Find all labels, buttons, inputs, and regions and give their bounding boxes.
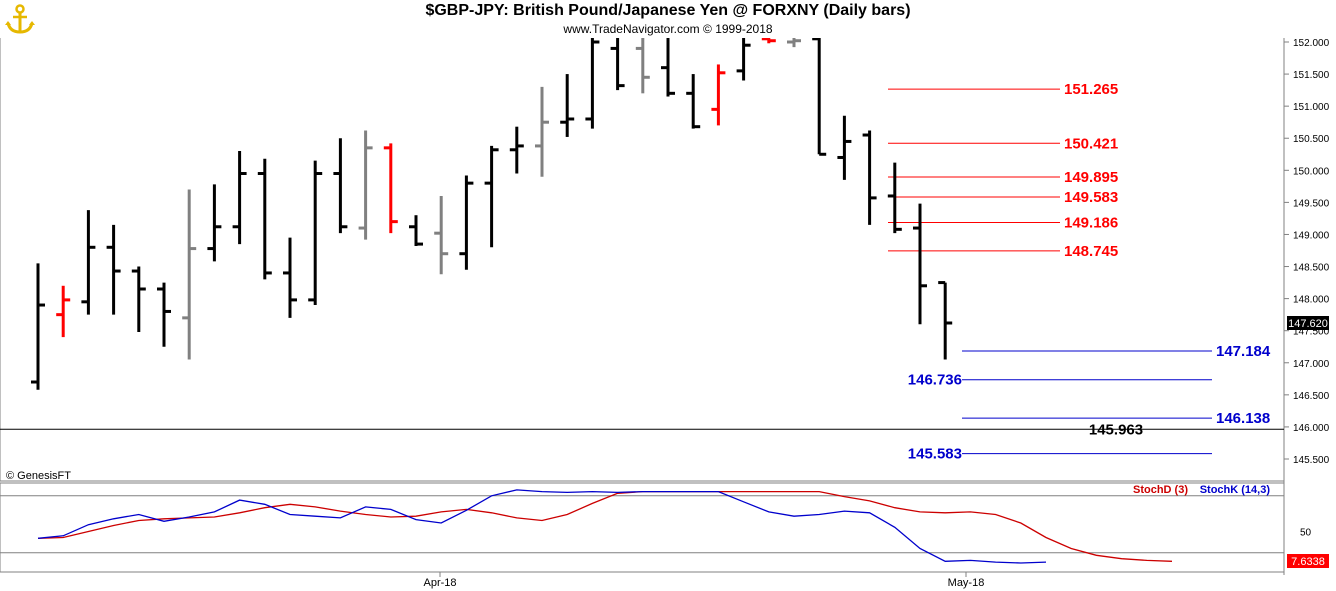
price-tick-label: 149.500 <box>1293 198 1330 209</box>
price-bars <box>31 37 953 390</box>
price-tick-label: 147.000 <box>1293 359 1330 370</box>
level-lines: 151.265 150.421 149.895 149.583 149.186 148.7… <box>0 81 1284 463</box>
date-label: May-18 <box>948 577 985 589</box>
chart-title: $GBP-JPY: British Pound/Japanese Yen @ F… <box>425 2 911 19</box>
chart-header: $GBP-JPY: British Pound/Japanese Yen @ F… <box>0 0 1336 38</box>
level-label: 146.138 <box>1216 410 1270 427</box>
last-price-label: 147.620 <box>1288 318 1328 330</box>
price-tick-label: 145.500 <box>1293 455 1330 466</box>
level-label: 148.745 <box>1064 243 1118 260</box>
level-label: 149.583 <box>1064 189 1118 206</box>
stoch-series-line <box>37 489 1047 564</box>
price-tick-label: 150.000 <box>1293 166 1330 177</box>
level-label: 150.421 <box>1064 135 1118 152</box>
price-tick-label: 151.500 <box>1293 70 1330 81</box>
stoch-panel-frame <box>0 482 1285 573</box>
price-tick-label: 150.500 <box>1293 134 1330 145</box>
last-price-tag <box>1287 316 1329 330</box>
stoch-tick-label: 50 <box>1300 528 1312 539</box>
level-label: 147.184 <box>1216 343 1271 360</box>
level-label: 146.736 <box>908 372 962 389</box>
copyright-label: © GenesisFT <box>6 470 71 482</box>
date-label: Apr-18 <box>423 577 456 589</box>
level-label: 151.265 <box>1064 81 1118 98</box>
price-tick-label: 149.000 <box>1293 230 1330 241</box>
stochastic-panel: 50 <box>0 489 1312 564</box>
price-axis: 152.000 151.500 151.000 150.500 150.000 149.5… <box>1284 38 1330 466</box>
stoch-series-line <box>37 490 1173 562</box>
price-tick-label: 148.500 <box>1293 263 1330 274</box>
legend-stochd: StochD (3) <box>1133 484 1188 496</box>
price-tick-label: 148.000 <box>1293 295 1330 306</box>
price-tick-label: 151.000 <box>1293 102 1330 113</box>
last-stoch-tag <box>1287 554 1329 568</box>
level-label: 145.583 <box>908 446 962 463</box>
price-tick-label: 152.000 <box>1293 38 1330 49</box>
price-tick-label: 146.000 <box>1293 423 1330 434</box>
level-label: 149.895 <box>1064 169 1118 186</box>
price-tick-label: 146.500 <box>1293 391 1330 402</box>
level-label: 145.963 <box>1089 421 1143 438</box>
anchor-icon <box>5 4 35 34</box>
last-stoch-label: 7.6338 <box>1291 556 1325 568</box>
legend-stochk: StochK (14,3) <box>1200 484 1271 496</box>
date-axis: Apr-18 May-18 <box>423 572 984 589</box>
price-tick-label: 147.500 <box>1293 327 1330 338</box>
level-label: 149.186 <box>1064 215 1118 232</box>
chart-subtitle: www.TradeNavigator.com © 1999-2018 <box>563 22 773 36</box>
